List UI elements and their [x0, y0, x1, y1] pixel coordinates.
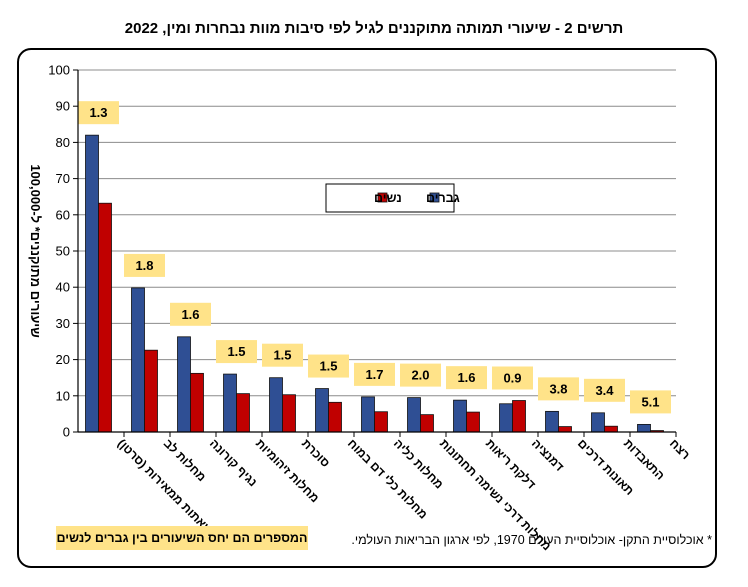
bar-men — [177, 336, 191, 433]
category-label: רצח — [667, 436, 693, 462]
y-tick-label: 20 — [56, 352, 70, 367]
ratio-box — [354, 362, 395, 386]
bar-women — [420, 414, 434, 433]
category-label: מחלות לב — [161, 436, 209, 484]
bar-men — [453, 399, 467, 433]
ratio-box — [492, 366, 533, 390]
ratio-value: 2.0 — [411, 368, 429, 383]
ratio-box — [630, 390, 671, 414]
ratio-box — [124, 253, 165, 277]
legend-label-women: נשים — [374, 191, 402, 205]
bar-men — [85, 134, 99, 433]
category-label: מחלות כלי דם במוח — [345, 436, 430, 521]
bar-women — [144, 349, 158, 433]
chart-title: תרשים 2 - שיעורי תמותה מתוקננים לגיל לפי… — [124, 20, 624, 37]
y-tick-label: 0 — [63, 425, 70, 440]
ratio-label: 3.4 — [584, 378, 625, 402]
ratio-label: 3.8 — [538, 377, 579, 401]
y-tick-label: 30 — [56, 316, 70, 331]
bar-men — [407, 397, 421, 433]
axes: 0 10 20 30 40 50 60 70 80 90 100 — [48, 63, 677, 440]
bar-women — [604, 425, 618, 433]
y-axis-label: שיעורים מתוקננים* ל-100,000 — [28, 164, 43, 337]
bar-men — [545, 410, 559, 433]
bar-men — [591, 412, 605, 433]
ratio-label: 1.8 — [124, 253, 165, 277]
bar-women — [282, 394, 296, 433]
y-tick-label: 40 — [56, 280, 70, 295]
ratio-value: 1.5 — [273, 348, 291, 363]
bar-men — [131, 287, 145, 433]
ratio-label: 1.7 — [354, 362, 395, 386]
ratio-box — [584, 378, 625, 402]
ratio-box — [78, 101, 119, 125]
ratio-box — [170, 302, 211, 326]
y-tick-label: 80 — [56, 135, 70, 150]
category-label: התאבדות — [621, 436, 668, 483]
ratio-label: 5.1 — [630, 390, 671, 414]
ratio-value: 0.9 — [503, 371, 521, 386]
ratio-box — [446, 366, 487, 390]
y-tick-label: 90 — [56, 99, 70, 114]
ratio-label: 1.5 — [216, 340, 257, 364]
ratio-box — [538, 377, 579, 401]
y-tick-label: 100 — [48, 63, 70, 78]
ratio-box — [308, 354, 349, 378]
bar-women — [512, 400, 526, 433]
bar-men — [361, 396, 375, 433]
ratio-label: 1.3 — [78, 101, 119, 125]
category-label: נגיף קורונה — [207, 436, 260, 489]
ratio-value: 1.8 — [135, 258, 153, 273]
ratio-label: 1.5 — [262, 343, 303, 367]
bar-women — [236, 393, 250, 433]
y-tick-label: 70 — [56, 171, 70, 186]
bar-men — [269, 377, 283, 433]
y-tick-label: 10 — [56, 388, 70, 403]
bar-women — [190, 372, 204, 433]
ratio-labels: 1.3 1.8 1.6 1.5 1.5 1.5 1.7 2.0 1.6 0.9 3.8 3.4 5.1 — [78, 101, 671, 414]
gridlines — [78, 69, 676, 397]
bar-men — [315, 388, 329, 433]
bar-men — [637, 423, 651, 433]
ratio-label: 1.5 — [308, 354, 349, 378]
bar-women — [466, 411, 480, 433]
category-label: שאתות ממאירות (סרטן) — [115, 436, 216, 537]
y-tick-label: 60 — [56, 207, 70, 222]
ratio-value: 1.7 — [365, 367, 383, 382]
chart-frame — [17, 48, 717, 568]
footnote: * אוכלוסיית התקן- אוכלוסיית העולם 1970, … — [351, 533, 712, 547]
ratio-box — [216, 340, 257, 364]
bar-women — [558, 426, 572, 433]
ratio-label: 0.9 — [492, 366, 533, 390]
ratio-value: 1.3 — [89, 105, 107, 120]
legend-label-men: גברים — [426, 191, 460, 205]
ratio-label: 1.6 — [446, 366, 487, 390]
bar-women — [98, 202, 112, 433]
category-label: סוכרת — [299, 436, 333, 470]
ratio-value: 3.4 — [595, 383, 614, 398]
ratio-box — [400, 363, 441, 387]
bar-women — [328, 401, 342, 433]
legend-swatch-men — [429, 192, 440, 203]
bar-men — [223, 373, 237, 433]
ratio-label: 1.6 — [170, 302, 211, 326]
bar-men — [499, 403, 513, 433]
ratio-value: 5.1 — [641, 394, 659, 409]
legend: גברים נשים — [325, 183, 460, 213]
ratio-value: 1.6 — [181, 307, 199, 322]
legend-swatch-women — [377, 192, 388, 203]
ratio-value: 1.5 — [227, 344, 245, 359]
y-tick-label: 50 — [56, 244, 70, 259]
bar-women — [374, 411, 388, 433]
bars — [85, 134, 664, 433]
ratio-note: המספרים הם יחס השיעורים בין גברים לנשים — [56, 526, 308, 550]
ratio-box — [262, 343, 303, 367]
ratio-value: 1.5 — [319, 359, 337, 374]
ratio-label: 2.0 — [400, 363, 441, 387]
ratio-value: 3.8 — [549, 381, 567, 396]
category-label: דמנציה — [529, 436, 567, 474]
ratio-value: 1.6 — [457, 370, 475, 385]
